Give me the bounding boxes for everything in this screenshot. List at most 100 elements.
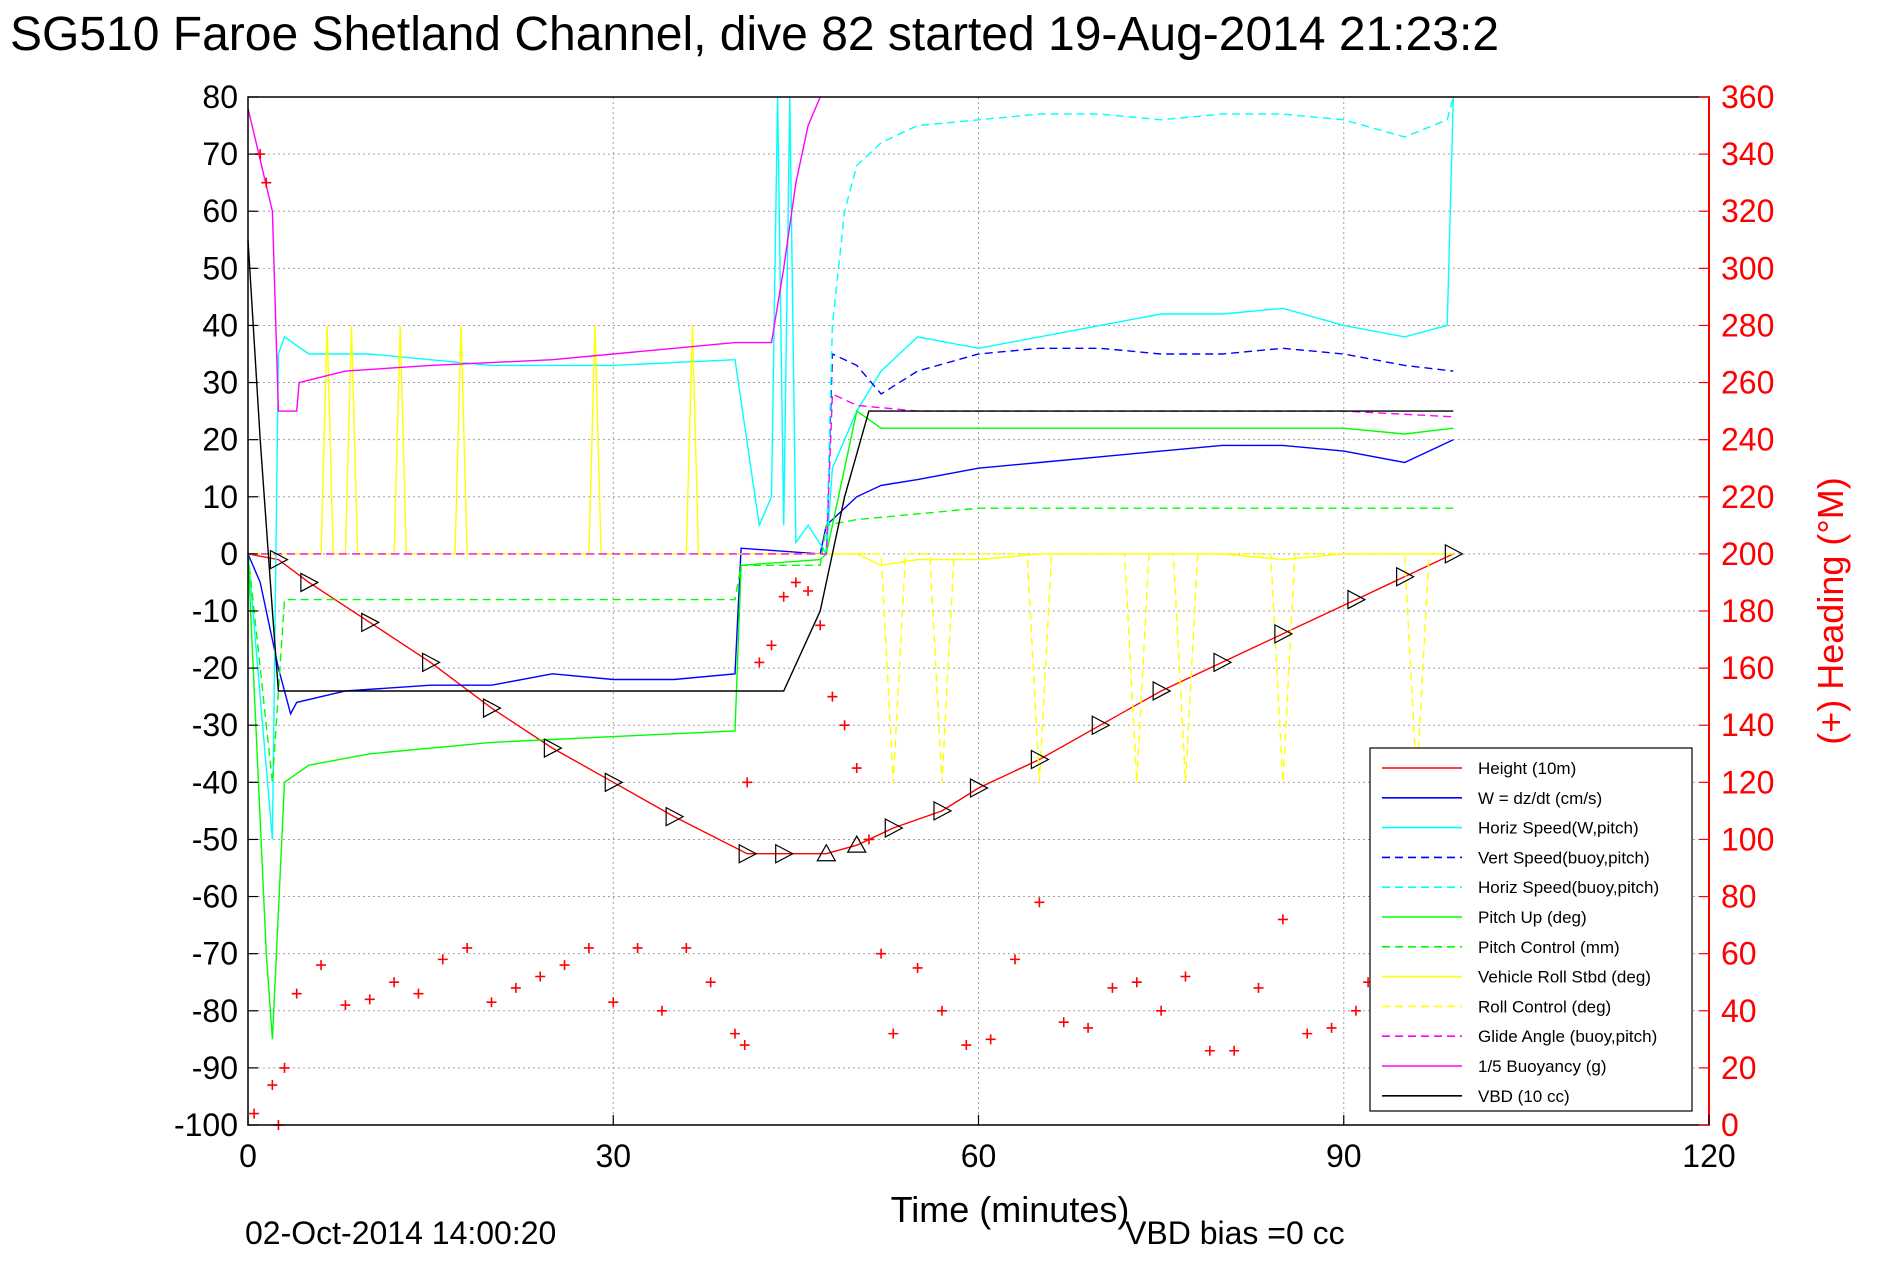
series-horiz-speed-buoy-pitch bbox=[825, 96, 1454, 554]
heading-marker bbox=[249, 1108, 260, 1119]
right-tick-label: 340 bbox=[1721, 136, 1774, 172]
left-tick-label: 30 bbox=[202, 365, 238, 401]
height-marker bbox=[738, 843, 758, 864]
height-markers bbox=[269, 543, 1464, 864]
legend-label: Horiz Speed(buoy,pitch) bbox=[1478, 878, 1659, 897]
right-tick-label: 280 bbox=[1721, 307, 1774, 343]
heading-marker bbox=[413, 988, 424, 999]
footer-date: 02-Oct-2014 14:00:20 bbox=[245, 1215, 556, 1251]
legend-label: Vehicle Roll Stbd (deg) bbox=[1478, 968, 1651, 987]
right-tick-label: 80 bbox=[1721, 879, 1757, 915]
right-tick-label: 120 bbox=[1721, 764, 1774, 800]
height-marker bbox=[1152, 680, 1172, 701]
right-axis-label: (+) Heading (°M) bbox=[1810, 477, 1851, 744]
chart-title: SG510 Faroe Shetland Channel, dive 82 st… bbox=[10, 8, 1499, 61]
left-tick-label: 40 bbox=[202, 307, 238, 343]
x-tick-label: 90 bbox=[1326, 1138, 1362, 1174]
heading-marker bbox=[267, 1080, 278, 1091]
heading-marker bbox=[876, 948, 887, 959]
legend-label: VBD (10 cc) bbox=[1478, 1087, 1570, 1106]
series-1-5-buoyancy-g bbox=[247, 96, 821, 412]
heading-marker bbox=[1253, 982, 1264, 993]
x-tick-label: 60 bbox=[961, 1138, 997, 1174]
left-tick-label: 20 bbox=[202, 422, 238, 458]
heading-marker bbox=[827, 691, 838, 702]
heading-marker bbox=[839, 720, 850, 731]
height-marker bbox=[665, 806, 685, 827]
left-tick-label: -100 bbox=[174, 1107, 238, 1143]
series-pitch-control-mm bbox=[247, 507, 1454, 783]
height-marker bbox=[604, 772, 624, 793]
legend-label: Glide Angle (buoy,pitch) bbox=[1478, 1027, 1657, 1046]
heading-marker bbox=[364, 994, 375, 1005]
series-layer bbox=[247, 96, 1464, 1130]
height-marker bbox=[775, 843, 794, 864]
series-heading bbox=[249, 149, 1374, 1130]
legend-label: Pitch Up (deg) bbox=[1478, 908, 1587, 927]
heading-marker bbox=[863, 834, 874, 845]
height-marker bbox=[846, 834, 867, 853]
left-tick-label: 0 bbox=[220, 536, 238, 572]
right-tick-label: 0 bbox=[1721, 1107, 1739, 1143]
heading-marker bbox=[985, 1034, 996, 1045]
series-vert-speed-buoy-pitch bbox=[825, 347, 1454, 554]
heading-marker bbox=[1034, 897, 1045, 908]
right-tick-label: 360 bbox=[1721, 79, 1774, 115]
heading-marker bbox=[1326, 1022, 1337, 1033]
left-tick-label: -40 bbox=[192, 764, 238, 800]
left-tick-label: 70 bbox=[202, 136, 238, 172]
right-tick-label: 40 bbox=[1721, 993, 1757, 1029]
heading-marker bbox=[462, 942, 473, 953]
height-marker bbox=[1444, 543, 1464, 564]
left-tick-label: -30 bbox=[192, 707, 238, 743]
x-tick-label: 0 bbox=[239, 1138, 257, 1174]
left-tick-label: -80 bbox=[192, 993, 238, 1029]
heading-marker bbox=[510, 982, 521, 993]
series-pitch-up-deg bbox=[247, 409, 1454, 1040]
axis-ticks: 80706050403020100-10-20-30-40-50-60-70-8… bbox=[174, 79, 1774, 1174]
legend-label: Horiz Speed(W,pitch) bbox=[1478, 819, 1639, 838]
heading-marker bbox=[279, 1062, 290, 1073]
heading-marker bbox=[1180, 971, 1191, 982]
height-marker bbox=[1091, 715, 1111, 736]
heading-marker bbox=[261, 177, 272, 188]
right-tick-label: 220 bbox=[1721, 479, 1774, 515]
heading-marker bbox=[1083, 1022, 1094, 1033]
right-tick-label: 300 bbox=[1721, 250, 1774, 286]
heading-marker bbox=[851, 763, 862, 774]
heading-marker bbox=[1010, 954, 1021, 965]
heading-marker bbox=[316, 960, 327, 971]
right-tick-label: 240 bbox=[1721, 422, 1774, 458]
heading-marker bbox=[790, 577, 801, 588]
left-tick-label: -50 bbox=[192, 821, 238, 857]
height-marker bbox=[543, 738, 563, 759]
heading-marker bbox=[291, 988, 302, 999]
left-tick-label: -20 bbox=[192, 650, 238, 686]
heading-marker bbox=[961, 1040, 972, 1051]
chart-legend: Height (10m) W = dz/dt (cm/s) Horiz Speed(… bbox=[1369, 747, 1693, 1112]
height-marker bbox=[1274, 623, 1294, 644]
heading-marker bbox=[730, 1028, 740, 1039]
right-tick-label: 320 bbox=[1721, 193, 1774, 229]
height-marker bbox=[300, 572, 320, 593]
legend-label: Height (10m) bbox=[1478, 759, 1576, 778]
left-tick-label: 80 bbox=[202, 79, 238, 115]
heading-marker bbox=[766, 640, 777, 651]
heading-marker bbox=[1107, 982, 1118, 993]
series-vbd-10-cc bbox=[247, 239, 1454, 692]
heading-marker bbox=[742, 777, 753, 788]
right-tick-label: 100 bbox=[1721, 821, 1774, 857]
height-marker bbox=[1213, 652, 1233, 673]
height-marker bbox=[422, 652, 441, 673]
heading-marker bbox=[535, 971, 546, 982]
legend-label: Vert Speed(buoy,pitch) bbox=[1478, 848, 1650, 867]
heading-marker bbox=[1302, 1028, 1313, 1039]
height-marker bbox=[269, 549, 289, 570]
heading-marker bbox=[778, 591, 789, 602]
left-tick-label: -70 bbox=[192, 936, 238, 972]
heading-marker bbox=[1277, 914, 1288, 925]
footer-vbd-bias: VBD bias =0 cc bbox=[1125, 1215, 1345, 1251]
legend-label: W = dz/dt (cm/s) bbox=[1478, 789, 1602, 808]
heading-marker bbox=[608, 997, 619, 1008]
series-height-10m bbox=[247, 553, 1454, 855]
